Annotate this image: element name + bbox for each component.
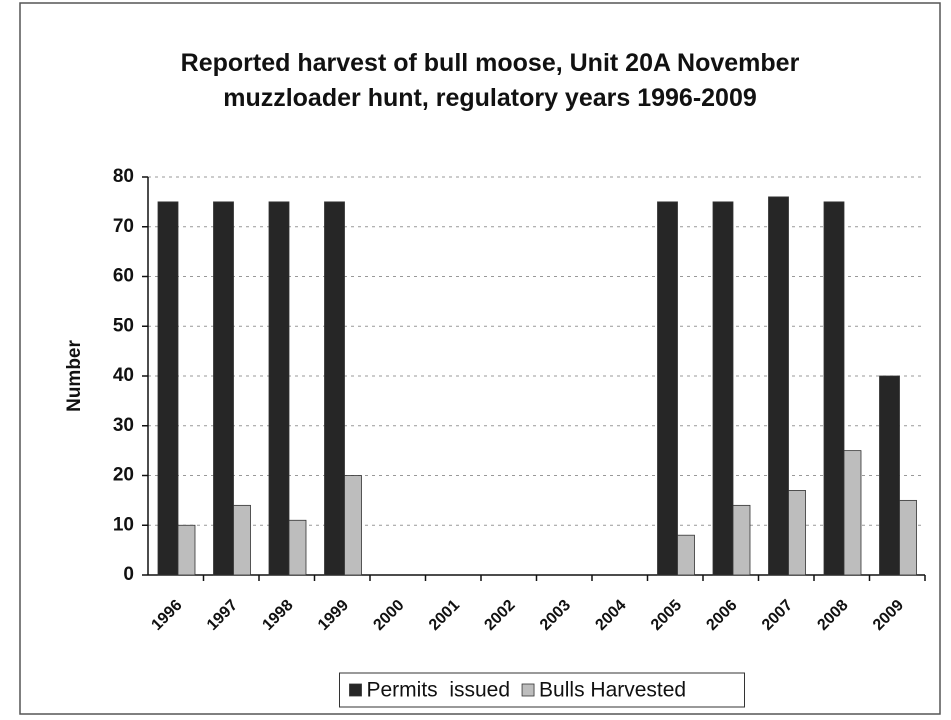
bar [657,201,678,576]
x-tick-label: 1996 [148,597,185,634]
chart-border [19,2,941,715]
legend-label: Permits issued [367,679,511,702]
y-tick-label: 70 [113,216,134,237]
bar [879,375,900,576]
bar [843,450,862,576]
bar [823,201,845,576]
y-tick-label: 50 [113,315,134,336]
legend-swatch [521,683,535,697]
bar [157,201,179,576]
x-tick-label: 1997 [204,597,241,634]
x-tick-label: 2009 [870,597,907,634]
y-tick-label: 40 [113,365,134,386]
x-tick-label: 1999 [315,597,352,634]
x-tick-label: 2005 [648,597,685,634]
x-tick-label: 2001 [426,597,463,634]
x-tick-label: 2007 [759,597,796,634]
bar [732,504,751,576]
bar [213,201,234,576]
legend-label: Bulls Harvested [539,679,686,702]
bar [324,201,345,576]
legend-swatch [349,683,362,697]
bar [268,201,290,576]
y-tick-label: 60 [113,266,134,287]
y-axis-label: Number [64,340,85,412]
bar [344,475,362,576]
x-tick-label: 1998 [259,597,296,634]
x-tick-label: 2004 [592,597,629,634]
bar [177,524,196,576]
x-tick-label: 2002 [481,597,518,634]
legend-box [339,672,745,708]
bar [233,504,251,576]
y-tick-label: 20 [113,465,134,486]
x-tick-label: 2008 [814,597,851,634]
x-tick-label: 2000 [370,597,407,634]
bar [288,519,307,576]
y-tick-label: 30 [113,415,134,436]
bar [899,499,917,576]
y-tick-label: 0 [123,564,134,585]
x-tick-label: 2003 [537,597,574,634]
x-tick-label: 2006 [703,597,740,634]
bar [768,196,789,576]
bar [712,201,734,576]
bar [788,490,806,576]
chart-title: Reported harvest of bull moose, Unit 20A… [180,49,800,112]
bar [677,534,695,576]
y-tick-label: 80 [113,166,134,187]
y-tick-label: 10 [113,514,134,535]
